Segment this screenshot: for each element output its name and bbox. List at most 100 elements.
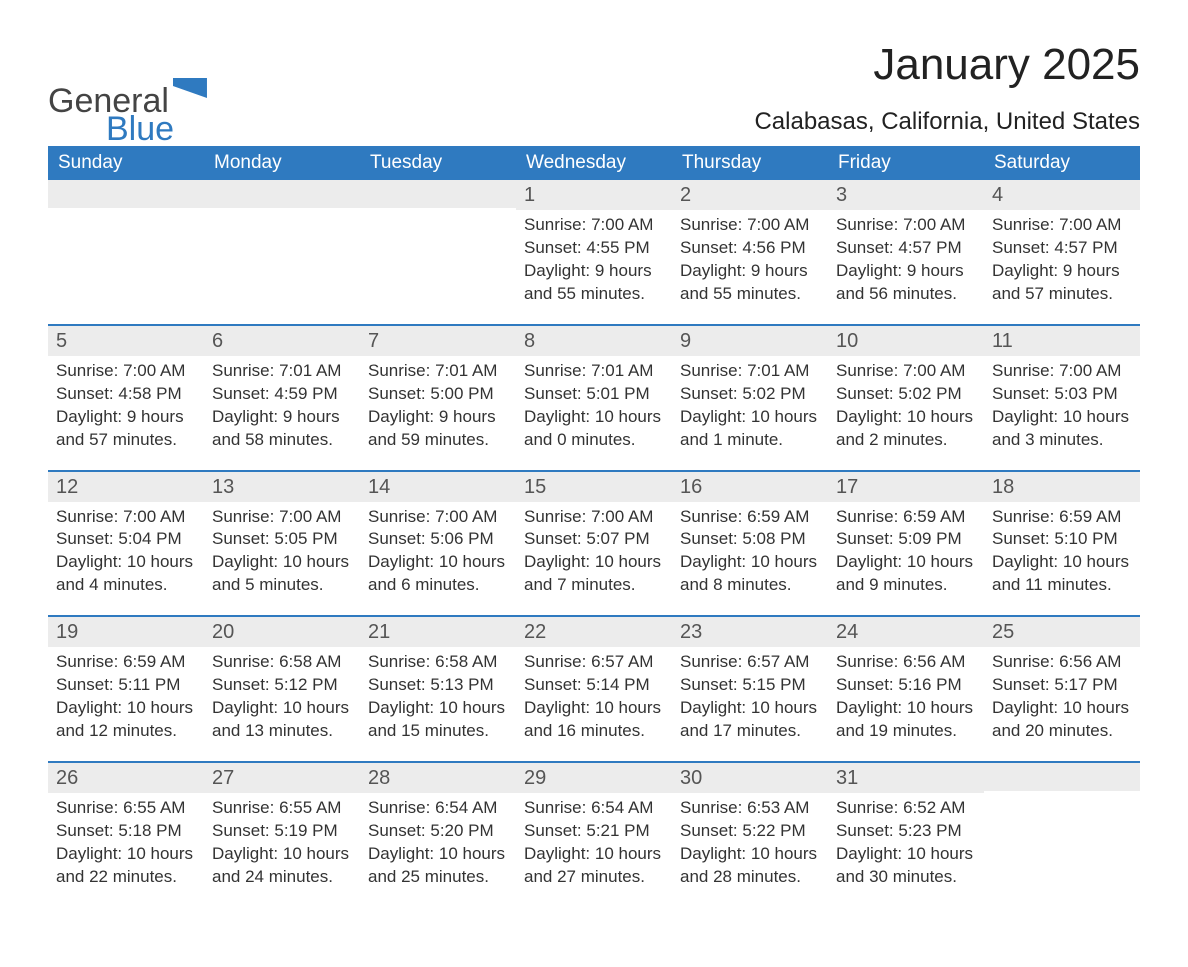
calendar-cell: [360, 180, 516, 325]
daylight-line2: and 28 minutes.: [680, 866, 820, 889]
sunset-text: Sunset: 5:04 PM: [56, 528, 196, 551]
day-number: [48, 180, 204, 208]
day-number: 4: [984, 180, 1140, 210]
daylight-line2: and 19 minutes.: [836, 720, 976, 743]
daylight-line2: and 9 minutes.: [836, 574, 976, 597]
calendar-cell: 8Sunrise: 7:01 AMSunset: 5:01 PMDaylight…: [516, 325, 672, 471]
sunrise-text: Sunrise: 7:00 AM: [836, 214, 976, 237]
day-number: 9: [672, 326, 828, 356]
calendar-cell: 2Sunrise: 7:00 AMSunset: 4:56 PMDaylight…: [672, 180, 828, 325]
daylight-line2: and 1 minute.: [680, 429, 820, 452]
day-body: Sunrise: 7:00 AMSunset: 5:07 PMDaylight:…: [516, 502, 672, 616]
sunset-text: Sunset: 5:15 PM: [680, 674, 820, 697]
calendar-week-row: 12Sunrise: 7:00 AMSunset: 5:04 PMDayligh…: [48, 471, 1140, 617]
sunrise-text: Sunrise: 7:00 AM: [56, 360, 196, 383]
daylight-line1: Daylight: 10 hours: [56, 843, 196, 866]
sunset-text: Sunset: 5:02 PM: [836, 383, 976, 406]
calendar-cell: 11Sunrise: 7:00 AMSunset: 5:03 PMDayligh…: [984, 325, 1140, 471]
sunset-text: Sunset: 5:11 PM: [56, 674, 196, 697]
day-number: 5: [48, 326, 204, 356]
weekday-header-row: SundayMondayTuesdayWednesdayThursdayFrid…: [48, 146, 1140, 180]
calendar-cell: 24Sunrise: 6:56 AMSunset: 5:16 PMDayligh…: [828, 616, 984, 762]
daylight-line1: Daylight: 10 hours: [836, 843, 976, 866]
day-body: Sunrise: 7:00 AMSunset: 5:02 PMDaylight:…: [828, 356, 984, 470]
calendar-cell: 28Sunrise: 6:54 AMSunset: 5:20 PMDayligh…: [360, 762, 516, 907]
daylight-line2: and 3 minutes.: [992, 429, 1132, 452]
sunrise-text: Sunrise: 6:57 AM: [524, 651, 664, 674]
day-number: 7: [360, 326, 516, 356]
weekday-header: Monday: [204, 146, 360, 180]
day-body: Sunrise: 6:58 AMSunset: 5:12 PMDaylight:…: [204, 647, 360, 761]
daylight-line2: and 55 minutes.: [524, 283, 664, 306]
day-body: Sunrise: 6:59 AMSunset: 5:08 PMDaylight:…: [672, 502, 828, 616]
calendar-cell: 17Sunrise: 6:59 AMSunset: 5:09 PMDayligh…: [828, 471, 984, 617]
day-number: [984, 763, 1140, 791]
daylight-line2: and 58 minutes.: [212, 429, 352, 452]
calendar-cell: 20Sunrise: 6:58 AMSunset: 5:12 PMDayligh…: [204, 616, 360, 762]
sunrise-text: Sunrise: 7:00 AM: [368, 506, 508, 529]
calendar-cell: 3Sunrise: 7:00 AMSunset: 4:57 PMDaylight…: [828, 180, 984, 325]
daylight-line1: Daylight: 9 hours: [212, 406, 352, 429]
sunset-text: Sunset: 4:57 PM: [992, 237, 1132, 260]
day-body: Sunrise: 7:00 AMSunset: 4:55 PMDaylight:…: [516, 210, 672, 324]
daylight-line1: Daylight: 10 hours: [992, 551, 1132, 574]
daylight-line1: Daylight: 10 hours: [368, 843, 508, 866]
calendar-cell: 22Sunrise: 6:57 AMSunset: 5:14 PMDayligh…: [516, 616, 672, 762]
sunrise-text: Sunrise: 6:59 AM: [836, 506, 976, 529]
daylight-line1: Daylight: 10 hours: [992, 697, 1132, 720]
sunrise-text: Sunrise: 7:00 AM: [836, 360, 976, 383]
daylight-line2: and 2 minutes.: [836, 429, 976, 452]
calendar-cell: 30Sunrise: 6:53 AMSunset: 5:22 PMDayligh…: [672, 762, 828, 907]
brand-logo: General Blue: [48, 78, 207, 146]
daylight-line1: Daylight: 9 hours: [992, 260, 1132, 283]
sunset-text: Sunset: 4:55 PM: [524, 237, 664, 260]
calendar-cell: 26Sunrise: 6:55 AMSunset: 5:18 PMDayligh…: [48, 762, 204, 907]
day-number: 11: [984, 326, 1140, 356]
day-number: 24: [828, 617, 984, 647]
day-number: 16: [672, 472, 828, 502]
daylight-line1: Daylight: 9 hours: [836, 260, 976, 283]
sunset-text: Sunset: 5:21 PM: [524, 820, 664, 843]
daylight-line1: Daylight: 10 hours: [680, 697, 820, 720]
daylight-line2: and 11 minutes.: [992, 574, 1132, 597]
sunrise-text: Sunrise: 7:01 AM: [524, 360, 664, 383]
location: Calabasas, California, United States: [754, 108, 1140, 136]
day-number: 1: [516, 180, 672, 210]
daylight-line1: Daylight: 10 hours: [836, 406, 976, 429]
sunset-text: Sunset: 4:59 PM: [212, 383, 352, 406]
daylight-line2: and 57 minutes.: [56, 429, 196, 452]
day-body: Sunrise: 7:00 AMSunset: 5:04 PMDaylight:…: [48, 502, 204, 616]
daylight-line2: and 4 minutes.: [56, 574, 196, 597]
daylight-line2: and 5 minutes.: [212, 574, 352, 597]
title-block: January 2025 Calabasas, California, Unit…: [754, 40, 1140, 146]
day-body: Sunrise: 6:59 AMSunset: 5:10 PMDaylight:…: [984, 502, 1140, 616]
sunrise-text: Sunrise: 6:56 AM: [992, 651, 1132, 674]
calendar-cell: 13Sunrise: 7:00 AMSunset: 5:05 PMDayligh…: [204, 471, 360, 617]
calendar-cell: 15Sunrise: 7:00 AMSunset: 5:07 PMDayligh…: [516, 471, 672, 617]
sunset-text: Sunset: 5:18 PM: [56, 820, 196, 843]
daylight-line2: and 57 minutes.: [992, 283, 1132, 306]
day-number: 26: [48, 763, 204, 793]
day-body: Sunrise: 7:01 AMSunset: 5:00 PMDaylight:…: [360, 356, 516, 470]
day-body: [204, 208, 360, 298]
sunset-text: Sunset: 5:00 PM: [368, 383, 508, 406]
daylight-line2: and 22 minutes.: [56, 866, 196, 889]
daylight-line2: and 25 minutes.: [368, 866, 508, 889]
sunrise-text: Sunrise: 7:01 AM: [680, 360, 820, 383]
calendar-cell: 12Sunrise: 7:00 AMSunset: 5:04 PMDayligh…: [48, 471, 204, 617]
sunrise-text: Sunrise: 6:59 AM: [992, 506, 1132, 529]
sunrise-text: Sunrise: 7:00 AM: [992, 360, 1132, 383]
calendar-week-row: 26Sunrise: 6:55 AMSunset: 5:18 PMDayligh…: [48, 762, 1140, 907]
day-number: 23: [672, 617, 828, 647]
weekday-header: Thursday: [672, 146, 828, 180]
daylight-line1: Daylight: 10 hours: [992, 406, 1132, 429]
day-number: 30: [672, 763, 828, 793]
sunrise-text: Sunrise: 7:00 AM: [524, 214, 664, 237]
daylight-line1: Daylight: 10 hours: [212, 843, 352, 866]
sunset-text: Sunset: 4:56 PM: [680, 237, 820, 260]
day-number: 14: [360, 472, 516, 502]
daylight-line2: and 12 minutes.: [56, 720, 196, 743]
sunset-text: Sunset: 5:22 PM: [680, 820, 820, 843]
sunset-text: Sunset: 5:13 PM: [368, 674, 508, 697]
sunset-text: Sunset: 5:20 PM: [368, 820, 508, 843]
